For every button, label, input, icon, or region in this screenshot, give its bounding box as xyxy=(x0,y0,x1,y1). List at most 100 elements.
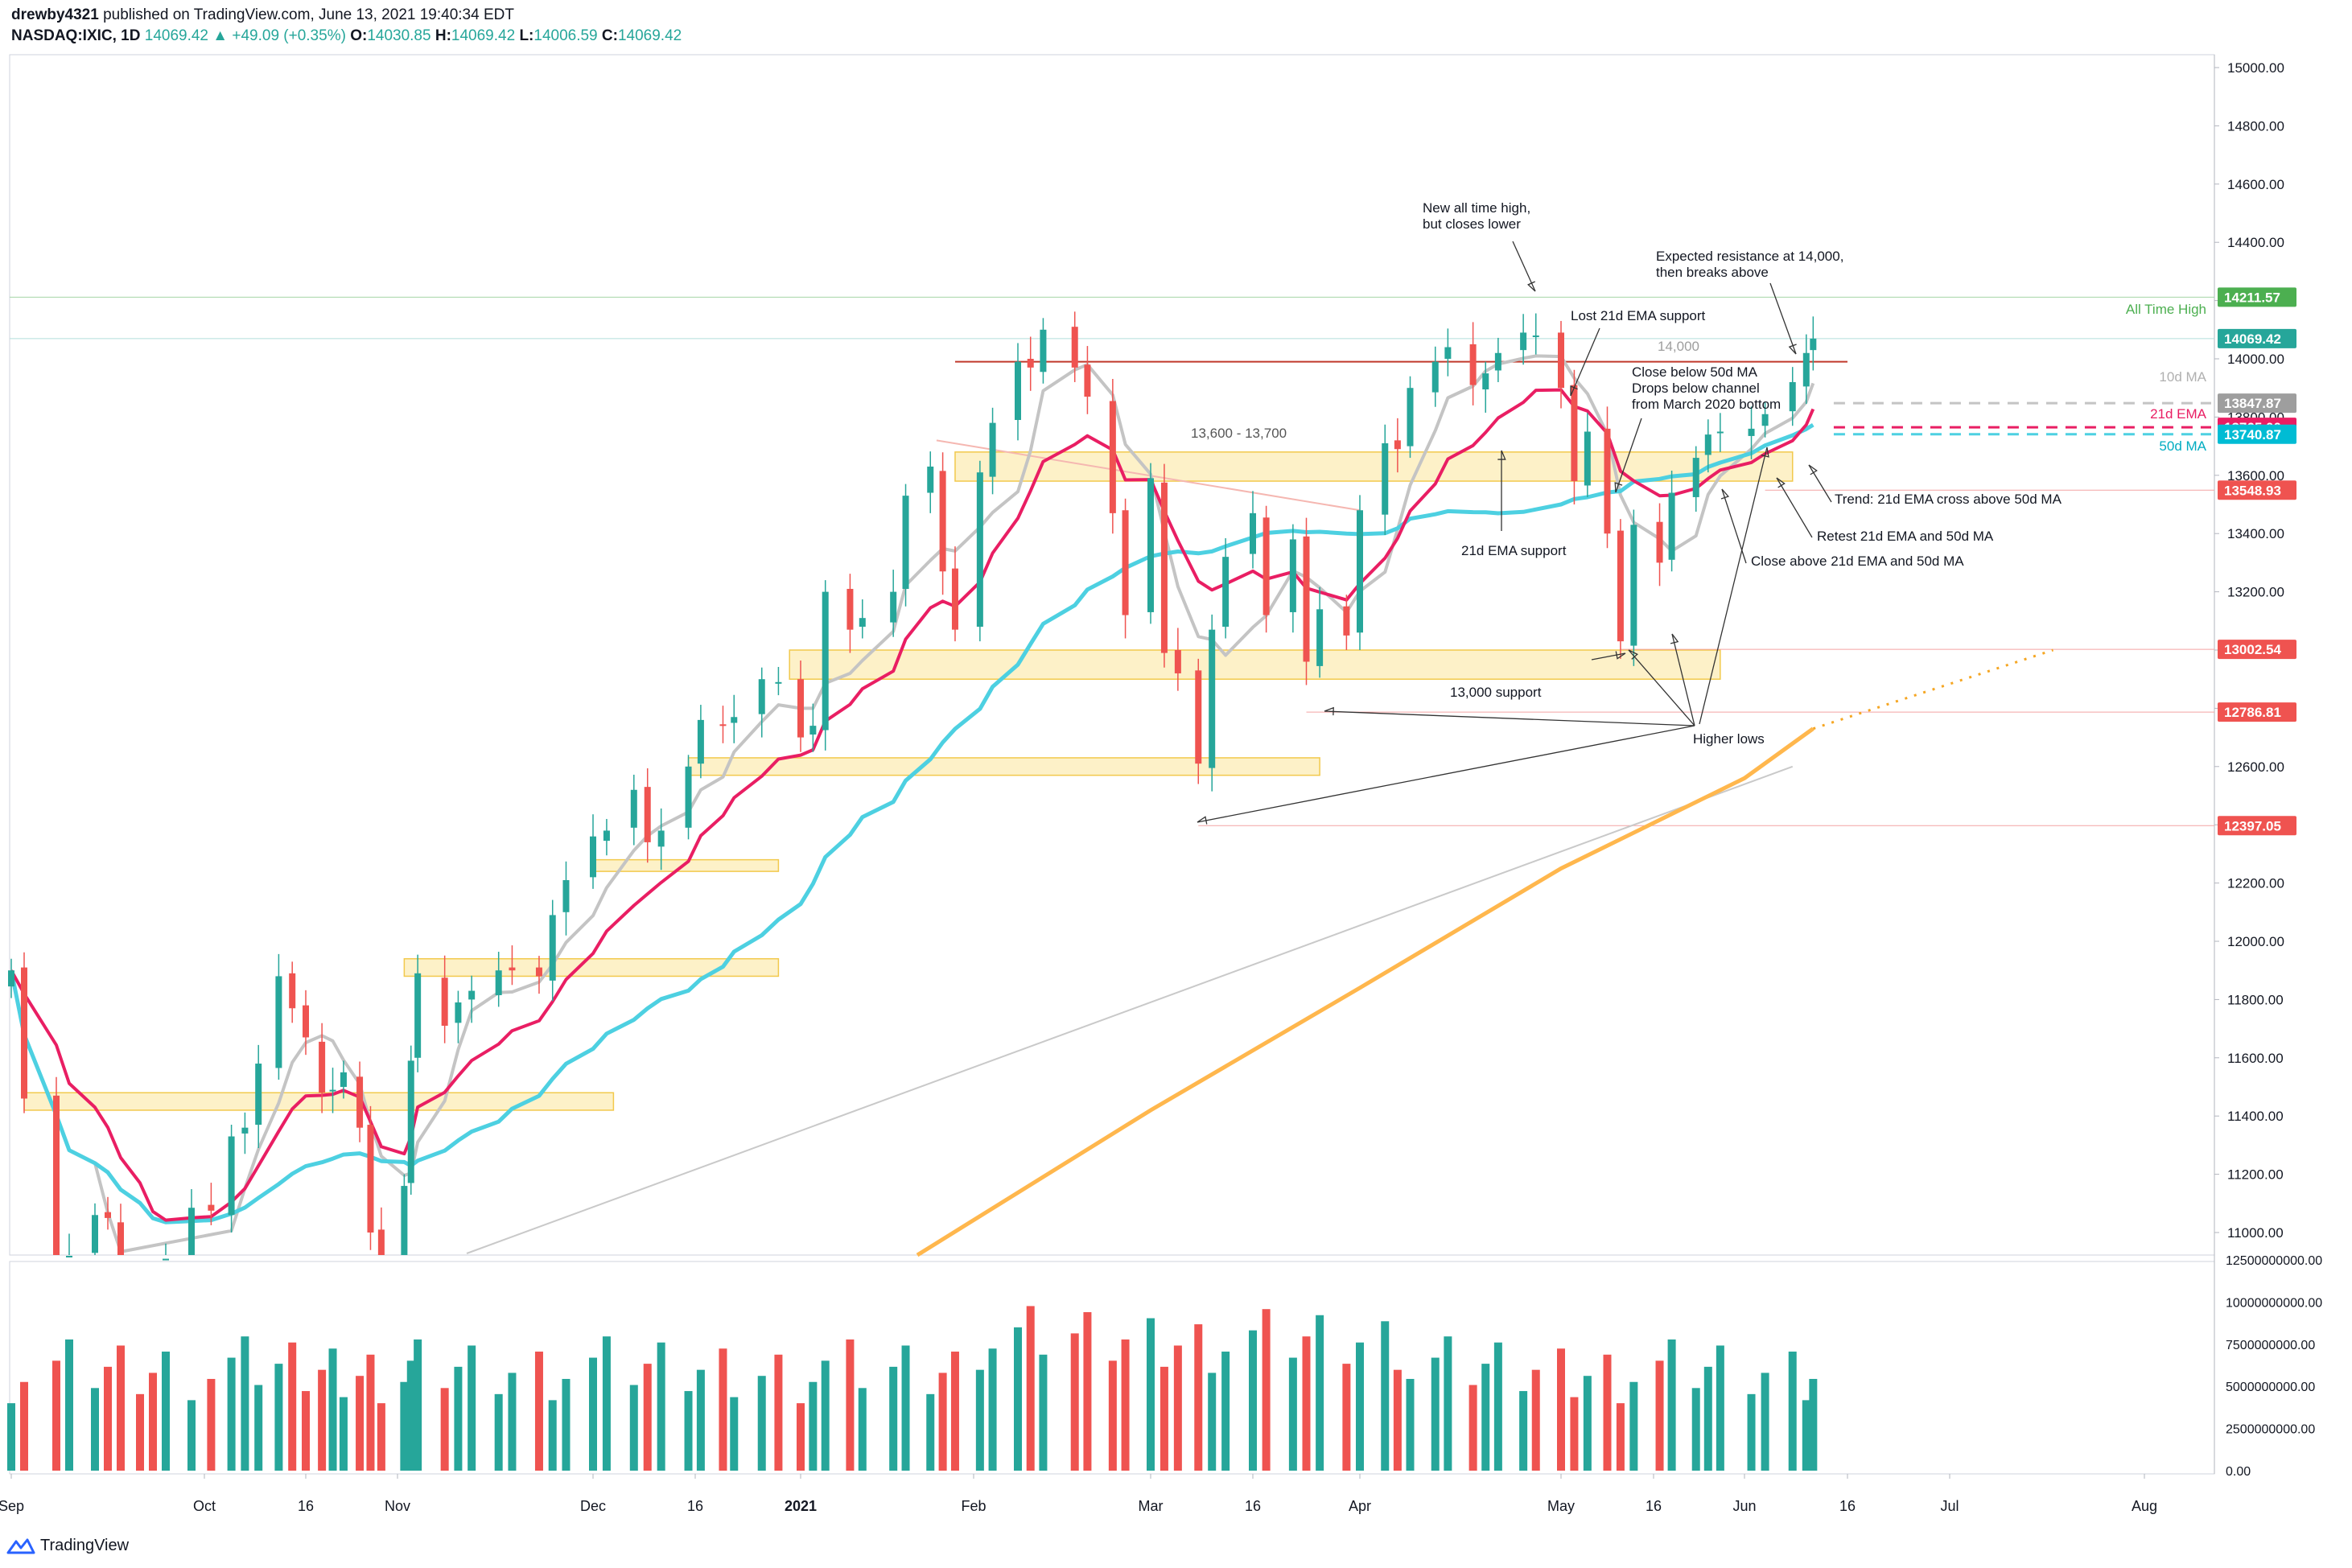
candle-body xyxy=(1604,428,1611,534)
brand-name[interactable]: TradingView xyxy=(40,1536,130,1554)
candle-body xyxy=(1584,431,1591,486)
candle-body xyxy=(66,1255,72,1257)
volume-bar xyxy=(1262,1309,1271,1471)
volume-bar xyxy=(1406,1378,1415,1471)
candle-body xyxy=(1716,431,1724,434)
ma10-line xyxy=(10,354,1815,1253)
candle-body xyxy=(590,836,596,878)
publisher-name[interactable]: drewby4321 xyxy=(11,6,99,23)
price-tick-label: 14800.00 xyxy=(2227,118,2284,134)
candle-body xyxy=(1761,414,1769,426)
volume-bar xyxy=(20,1381,28,1471)
candle-body xyxy=(644,787,651,842)
volume-bar xyxy=(1691,1388,1700,1471)
volume-tick-label: 12500000000.00 xyxy=(2226,1254,2322,1268)
volume-axis[interactable]: 12500000000.00 10000000000.00 7500000000.0… xyxy=(2226,1254,2322,1479)
volume-bar xyxy=(1147,1318,1155,1471)
candle-body xyxy=(303,1005,309,1038)
time-tick-label: Feb xyxy=(961,1498,986,1514)
arrow-higher-low-4-head xyxy=(1197,816,1208,825)
volume-bar xyxy=(696,1369,705,1471)
candle-body xyxy=(1147,478,1154,612)
time-tick-label: Oct xyxy=(193,1498,216,1514)
arrow-retest xyxy=(1776,477,1813,538)
note-retest: Retest 21d EMA and 50d MA xyxy=(1817,529,1994,544)
arrow-higher-low-4 xyxy=(1197,725,1695,823)
volume-bar xyxy=(1655,1360,1664,1471)
publish-text: published on TradingView.com, June 13, 2… xyxy=(103,6,514,23)
arrow-trend-cross xyxy=(1808,464,1832,503)
candle-body xyxy=(657,830,665,847)
candlesticks xyxy=(8,311,1817,1261)
volume-bar xyxy=(589,1357,597,1471)
candle-body xyxy=(117,1222,124,1255)
volume-bar xyxy=(1221,1352,1230,1471)
candle-body xyxy=(1209,629,1216,768)
candle-body xyxy=(685,766,692,828)
support-zone xyxy=(789,649,1721,680)
volume-bar xyxy=(136,1393,144,1471)
candle-body xyxy=(1040,329,1047,372)
volume-bar xyxy=(730,1397,739,1471)
volume-bar xyxy=(548,1400,557,1471)
candle-body xyxy=(1692,458,1699,497)
arrow-13000-support xyxy=(1591,652,1626,661)
support-zone xyxy=(687,757,1320,776)
price-label-badge xyxy=(2218,393,2296,414)
volume-bar xyxy=(1603,1354,1612,1471)
volume-bar xyxy=(975,1369,984,1471)
candle-body xyxy=(1263,517,1270,615)
tradingview-logo-icon[interactable] xyxy=(6,1537,35,1554)
chart-header: drewby4321 published on TradingView.com,… xyxy=(11,5,682,63)
arrow-resistance xyxy=(1769,282,1797,355)
price-axis[interactable]: 15000.0014800.0014600.0014400.0014200.00… xyxy=(2214,60,2296,1241)
ma10-label: 10d MA xyxy=(2159,369,2206,385)
time-tick-label: 16 xyxy=(687,1498,703,1514)
time-axis[interactable]: Sep Oct 16 Nov Dec 16 2021 Feb Mar 16 Apr May 16 Jun 1… xyxy=(0,1474,2157,1514)
arrow-close-above xyxy=(1721,488,1747,564)
volume-bar xyxy=(318,1369,327,1471)
candle-body xyxy=(859,618,866,628)
volume-bar xyxy=(1809,1378,1818,1471)
price-tick-label: 13400.00 xyxy=(2227,526,2284,541)
price-label-text: 13847.87 xyxy=(2224,396,2281,411)
volume-bar xyxy=(1160,1366,1168,1471)
candle-body xyxy=(208,1204,215,1211)
time-tick-label: May xyxy=(1547,1498,1575,1514)
price-tick-label: 14000.00 xyxy=(2227,352,2284,367)
volume-bar xyxy=(1316,1315,1324,1471)
ma200-line xyxy=(916,726,1814,1257)
volume-bar xyxy=(1121,1339,1130,1471)
descending-trendline xyxy=(936,439,1361,512)
symbol-name[interactable]: NASDAQ:IXIC, 1D xyxy=(11,27,141,44)
volume-bar xyxy=(1519,1391,1528,1471)
volume-bar xyxy=(1444,1336,1452,1471)
note-21ema-support: 21d EMA support xyxy=(1461,543,1567,558)
price-tick-label: 11200.00 xyxy=(2227,1167,2284,1183)
candle-body xyxy=(846,588,854,630)
candle-body xyxy=(1303,536,1310,662)
volume-bar xyxy=(988,1348,997,1471)
volume-bar xyxy=(629,1385,638,1471)
volume-bar xyxy=(1014,1327,1022,1471)
volume-bar xyxy=(1026,1306,1035,1471)
volume-bar xyxy=(602,1336,611,1471)
candle-body xyxy=(377,1229,385,1255)
price-tick-label: 14400.00 xyxy=(2227,235,2284,250)
volume-bar xyxy=(91,1388,99,1471)
volume-bar xyxy=(1083,1311,1092,1471)
time-tick-label: Jul xyxy=(1940,1498,1959,1514)
price-tick-label: 12000.00 xyxy=(2227,934,2284,949)
candle-body xyxy=(92,1215,98,1253)
candle-body xyxy=(775,681,782,684)
volume-bar xyxy=(1629,1381,1638,1471)
arrow-new-ath xyxy=(1512,241,1536,292)
arrow-higher-low-2-head xyxy=(1628,649,1638,660)
time-tick-label: Sep xyxy=(0,1498,24,1514)
volume-bar xyxy=(1431,1357,1440,1471)
last-price: 14069.42 xyxy=(144,27,208,44)
price-label-badge xyxy=(2218,480,2296,500)
note-13600-13700: 13,600 - 13,700 xyxy=(1191,426,1287,441)
candle-body xyxy=(1656,521,1663,563)
